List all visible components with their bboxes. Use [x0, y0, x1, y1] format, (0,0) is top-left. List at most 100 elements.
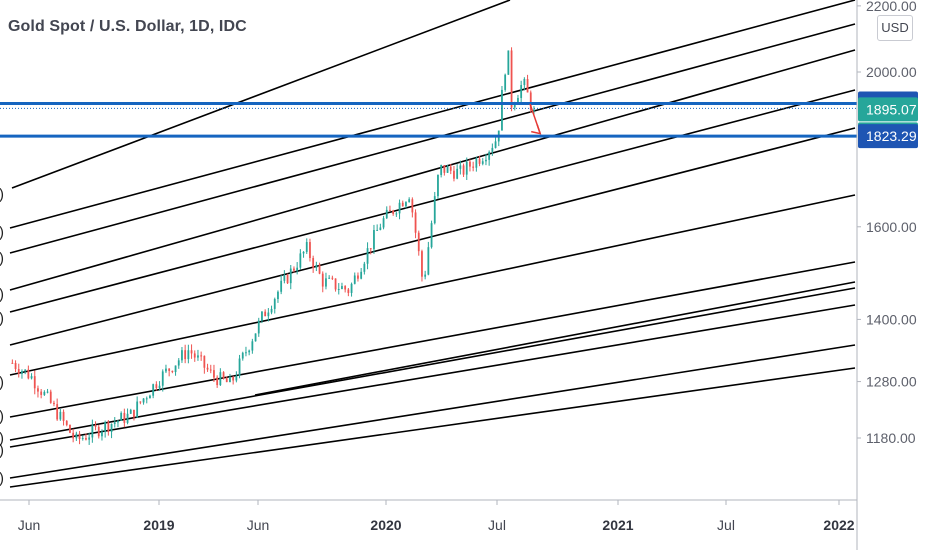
candle-body — [120, 412, 123, 421]
candle-body — [392, 210, 395, 214]
candle-body — [347, 289, 350, 293]
time-tick-label: Jun — [247, 517, 270, 533]
candle-body — [53, 402, 55, 405]
candle-body — [155, 384, 158, 389]
trend-line[interactable] — [9, 49, 856, 291]
candle-body — [158, 385, 161, 389]
candle-body — [24, 369, 27, 372]
candle-body — [267, 312, 270, 317]
candle-body — [97, 426, 100, 437]
trend-line[interactable] — [9, 127, 856, 346]
candle-body — [273, 299, 276, 309]
horizontal-levels[interactable] — [0, 101, 857, 138]
candle-body — [293, 268, 295, 271]
candle-body — [219, 372, 222, 386]
candle-body — [225, 378, 228, 383]
candle-body — [296, 267, 299, 271]
projection-arrow[interactable] — [529, 103, 542, 135]
candle-body — [65, 420, 68, 425]
trend-line[interactable] — [11, 0, 511, 189]
candle-body — [49, 391, 52, 403]
candle-body — [14, 363, 17, 370]
candle-body — [133, 409, 135, 418]
time-tick-label: 2022 — [823, 517, 854, 533]
last-price-label[interactable]: 1895.07 — [858, 97, 918, 122]
trend-line[interactable] — [9, 287, 856, 441]
candle-body — [46, 391, 49, 393]
currency-button[interactable]: USD — [877, 15, 913, 41]
trend-line[interactable] — [254, 281, 856, 396]
candle-body — [280, 280, 283, 292]
price-tick-label: 2000.00 — [866, 64, 917, 80]
candle-body — [299, 253, 302, 268]
price-axis[interactable]: 2200.00 2000.00 1600.00 1400.00 1280.00 1180.… — [856, 0, 932, 550]
level-label-text: 1823.29 — [866, 128, 917, 144]
arrow-head[interactable] — [531, 124, 542, 135]
candle-body — [504, 74, 507, 90]
time-tick-label: 2019 — [143, 517, 174, 533]
candle-body — [344, 286, 347, 290]
trend-channel-lines[interactable] — [9, 0, 856, 488]
candle-body — [177, 360, 180, 366]
time-tick-label: Jun — [18, 517, 41, 533]
candle-body — [430, 223, 433, 248]
candle-body — [104, 422, 107, 432]
candle-body — [145, 398, 148, 400]
label-fragment: ) — [0, 470, 4, 487]
candle-body — [107, 422, 110, 432]
trend-line[interactable] — [9, 0, 856, 229]
symbol-title: Gold Spot / U.S. Dollar, 1D, IDC — [8, 18, 247, 35]
candle-body — [277, 291, 279, 300]
label-fragment: ) — [0, 408, 4, 425]
candle-body — [315, 264, 318, 268]
price-tick-label: 1600.00 — [866, 219, 917, 235]
candle-body — [462, 165, 465, 175]
trend-line[interactable] — [9, 194, 856, 376]
left-label-fragments: )))))))))) — [0, 186, 4, 487]
candle-body — [43, 391, 46, 395]
candle-body — [507, 50, 510, 75]
candle-body — [197, 355, 199, 358]
candle-body — [446, 166, 449, 173]
candle-body — [433, 196, 436, 224]
time-axis-bg — [0, 500, 932, 550]
candle-body — [427, 247, 430, 275]
level-label-bg — [858, 124, 918, 149]
candle-body — [494, 141, 497, 148]
candle-body — [21, 371, 23, 374]
candle-body — [312, 258, 315, 268]
candle-body — [261, 311, 263, 321]
trend-line[interactable] — [9, 304, 856, 448]
trend-line[interactable] — [9, 23, 856, 254]
time-tick-label: Jul — [488, 517, 506, 533]
candle-body — [373, 230, 375, 250]
candle-body — [526, 79, 529, 93]
candle-body — [123, 412, 126, 423]
trend-line[interactable] — [9, 344, 856, 479]
candle-body — [453, 170, 455, 179]
candle-body — [203, 355, 206, 368]
candle-body — [235, 375, 238, 381]
label-fragment: ) — [0, 310, 4, 327]
candle-body — [488, 151, 491, 160]
time-axis[interactable]: Jun 2019 Jun 2020 Jul 2021 Jul 2022 — [0, 499, 932, 550]
candle-body — [88, 437, 91, 440]
candle-body — [376, 229, 379, 231]
candle-body — [510, 50, 513, 108]
trend-line[interactable] — [9, 89, 856, 313]
level-label[interactable]: 1823.29 — [858, 124, 918, 149]
candle-body — [491, 147, 494, 152]
price-tick-label: 1400.00 — [866, 311, 917, 327]
candle-body — [485, 159, 487, 162]
candle-body — [241, 352, 244, 359]
candle-body — [110, 423, 113, 432]
candle-body — [475, 158, 478, 168]
candle-body — [523, 79, 526, 86]
candle-body — [417, 232, 420, 252]
trend-line[interactable] — [9, 367, 856, 488]
candle-body — [113, 422, 116, 424]
trend-line[interactable] — [9, 261, 856, 418]
label-fragment: ) — [0, 250, 4, 267]
